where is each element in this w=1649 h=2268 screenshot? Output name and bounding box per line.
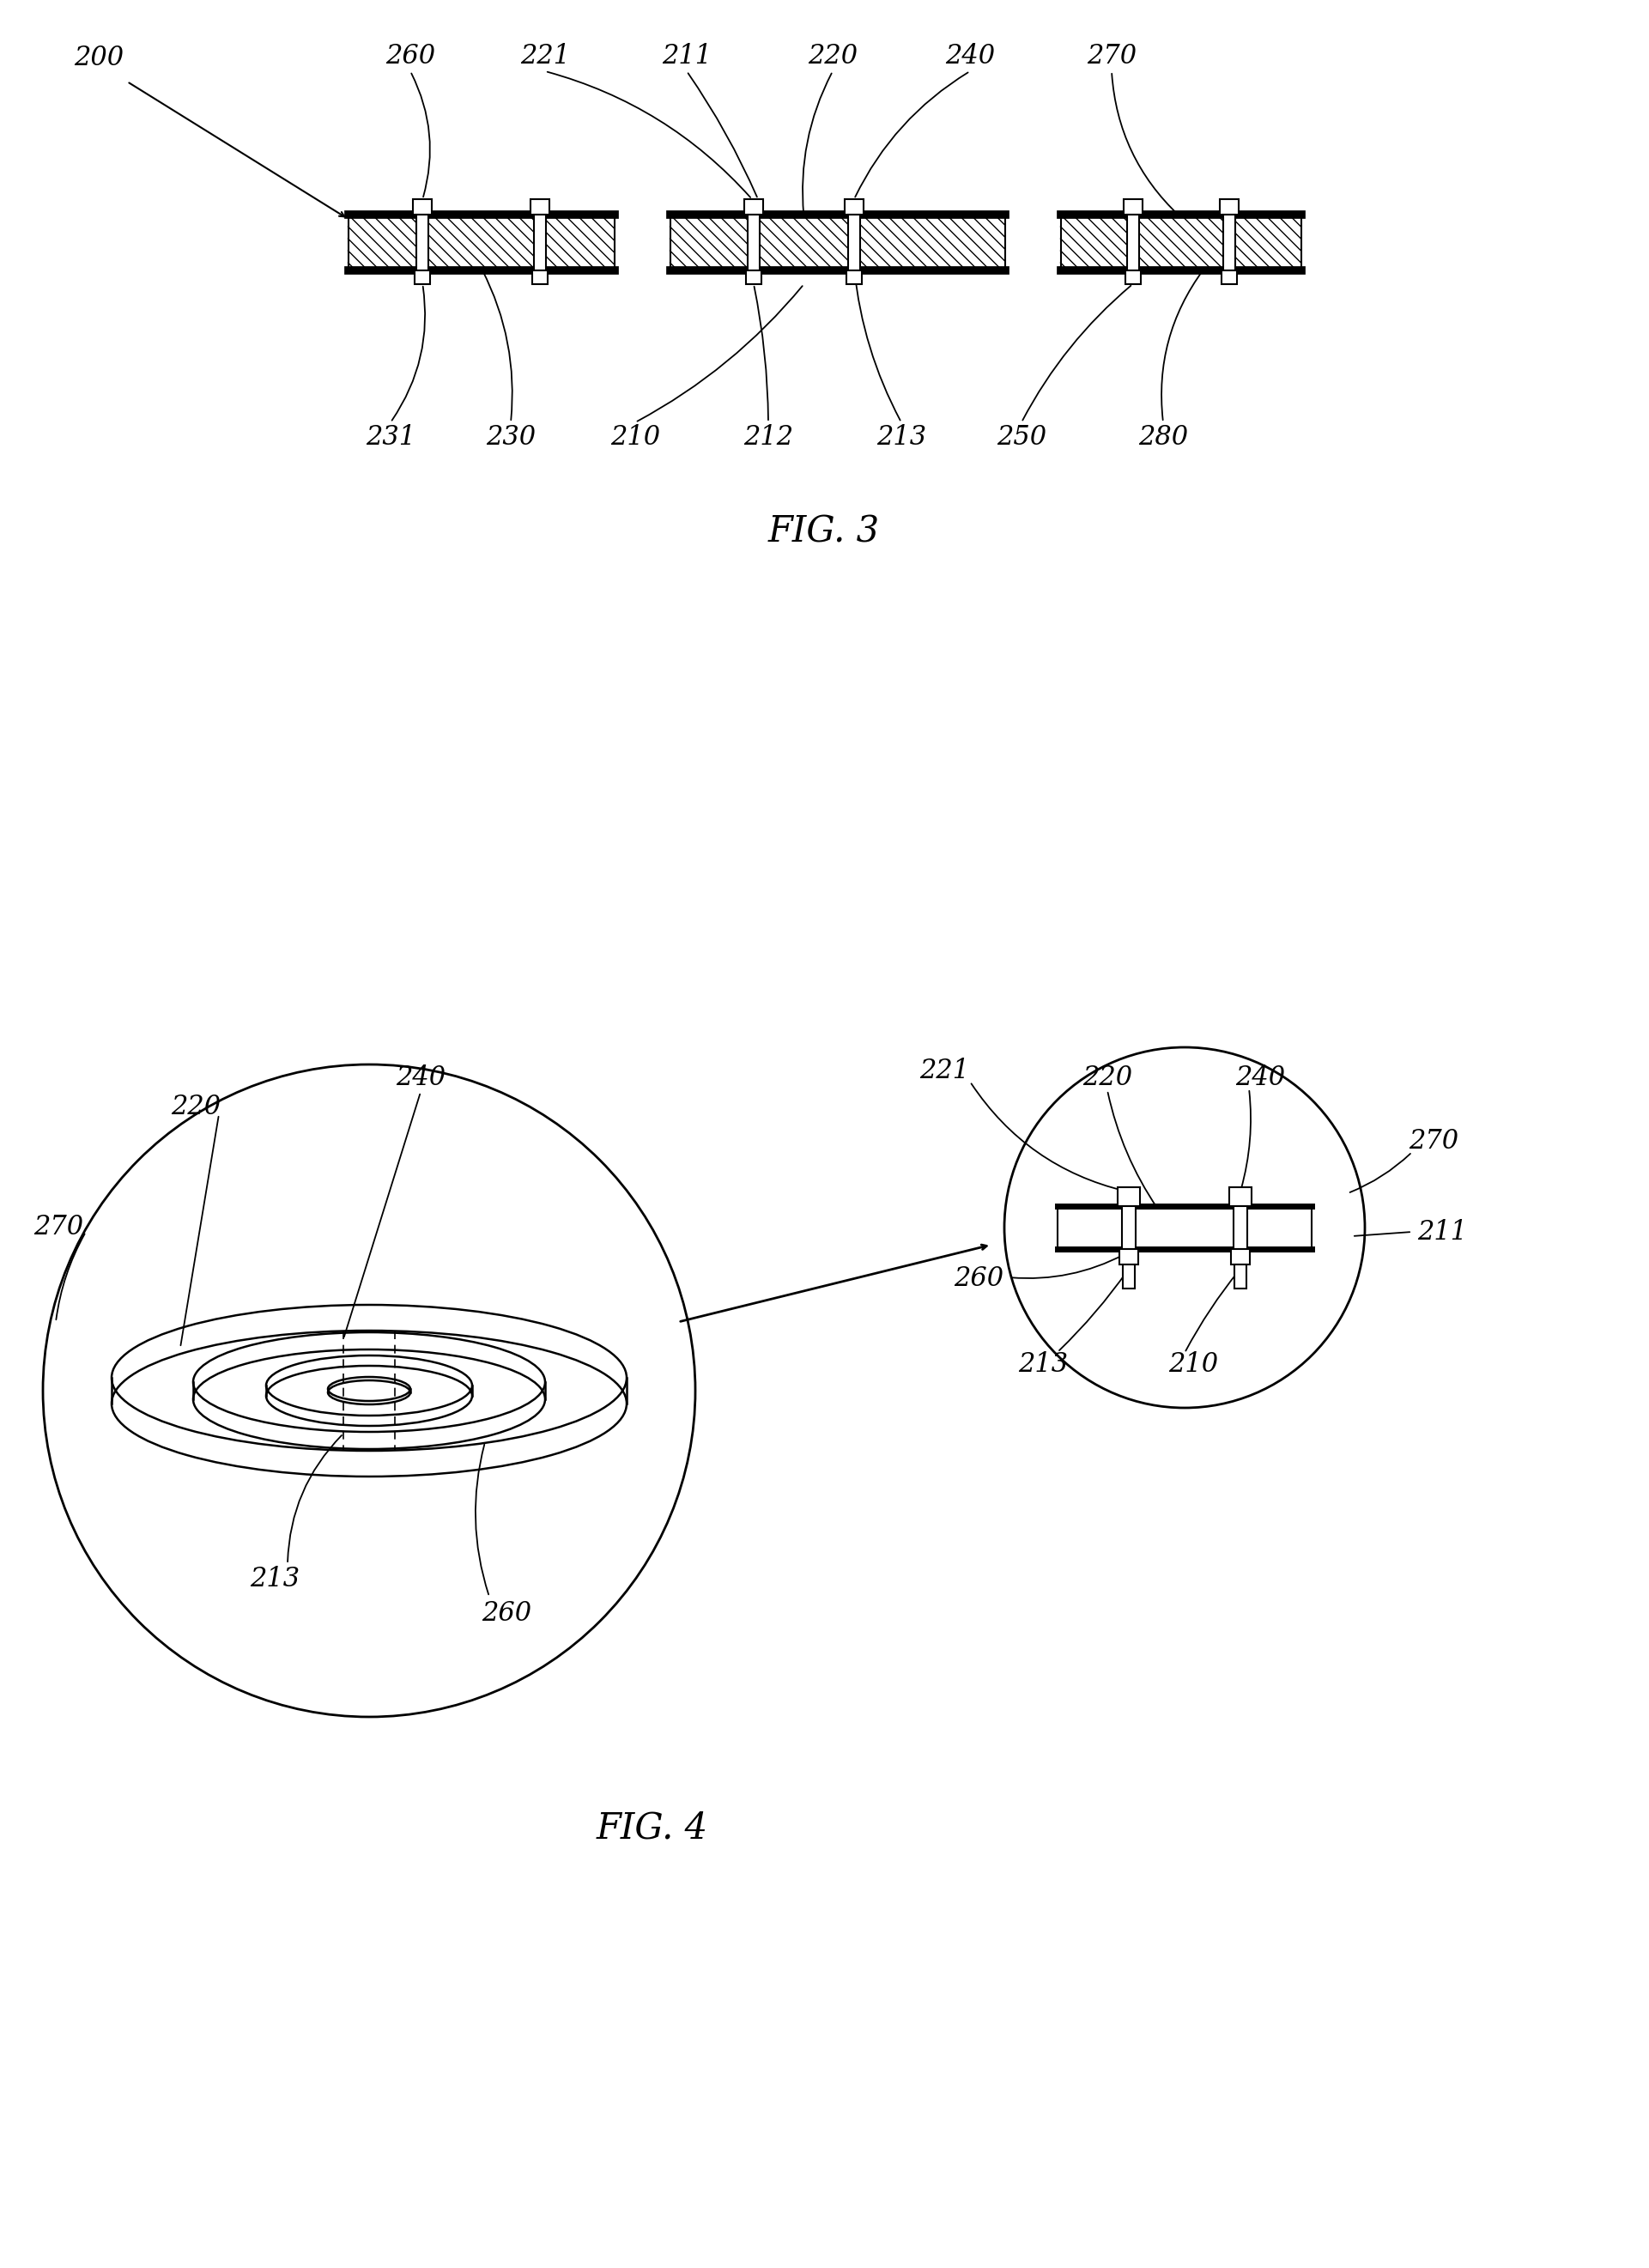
Bar (1235, 1266, 1247, 1288)
Bar (534, 215, 546, 270)
Bar (1229, 1186, 1252, 1207)
Text: 213: 213 (249, 1567, 300, 1592)
Bar (1123, 1266, 1135, 1288)
Bar (1057, 1207, 1311, 1250)
Bar (416, 270, 430, 284)
Bar (1220, 270, 1237, 284)
Text: 250: 250 (996, 424, 1047, 451)
Bar (1224, 215, 1235, 270)
Text: 210: 210 (1167, 1352, 1219, 1379)
Bar (1118, 1186, 1139, 1207)
Bar (846, 270, 862, 284)
Bar (1125, 270, 1141, 284)
Text: 231: 231 (366, 424, 416, 451)
Text: 221: 221 (918, 1059, 970, 1084)
Text: 210: 210 (610, 424, 660, 451)
Text: 230: 230 (486, 424, 536, 451)
Bar (348, 215, 613, 270)
Text: 221: 221 (519, 43, 571, 68)
Bar (1126, 215, 1139, 270)
Bar (744, 200, 763, 215)
Text: FIG. 4: FIG. 4 (597, 1810, 707, 1846)
Text: 200: 200 (74, 45, 124, 73)
Text: 213: 213 (876, 424, 927, 451)
Bar (669, 215, 1004, 270)
Text: FIG. 3: FIG. 3 (768, 515, 881, 551)
Text: 211: 211 (1416, 1218, 1468, 1245)
Text: 280: 280 (1138, 424, 1187, 451)
Bar (1230, 1250, 1250, 1266)
Bar (1121, 1207, 1136, 1250)
Bar (745, 270, 762, 284)
Bar (533, 270, 547, 284)
Bar (414, 200, 432, 215)
Bar (1233, 1207, 1247, 1250)
Bar (1123, 200, 1143, 215)
Text: 240: 240 (396, 1064, 445, 1091)
Text: 211: 211 (661, 43, 712, 68)
Text: 260: 260 (386, 43, 435, 68)
Text: 260: 260 (953, 1266, 1004, 1293)
Bar (1060, 215, 1301, 270)
Text: 220: 220 (808, 43, 857, 68)
Bar (417, 215, 429, 270)
Text: 220: 220 (1082, 1064, 1133, 1091)
Text: 213: 213 (1017, 1352, 1069, 1379)
Bar (1219, 200, 1238, 215)
Bar (747, 215, 760, 270)
Bar (531, 200, 549, 215)
Text: 270: 270 (33, 1213, 84, 1241)
Bar (844, 200, 864, 215)
Text: 220: 220 (171, 1093, 221, 1120)
Text: 240: 240 (945, 43, 994, 68)
Text: 270: 270 (1408, 1129, 1458, 1154)
Bar (1120, 1250, 1138, 1266)
Text: 212: 212 (744, 424, 793, 451)
Text: 240: 240 (1235, 1064, 1285, 1091)
Text: 260: 260 (482, 1601, 531, 1626)
Bar (848, 215, 861, 270)
Text: 270: 270 (1087, 43, 1136, 68)
